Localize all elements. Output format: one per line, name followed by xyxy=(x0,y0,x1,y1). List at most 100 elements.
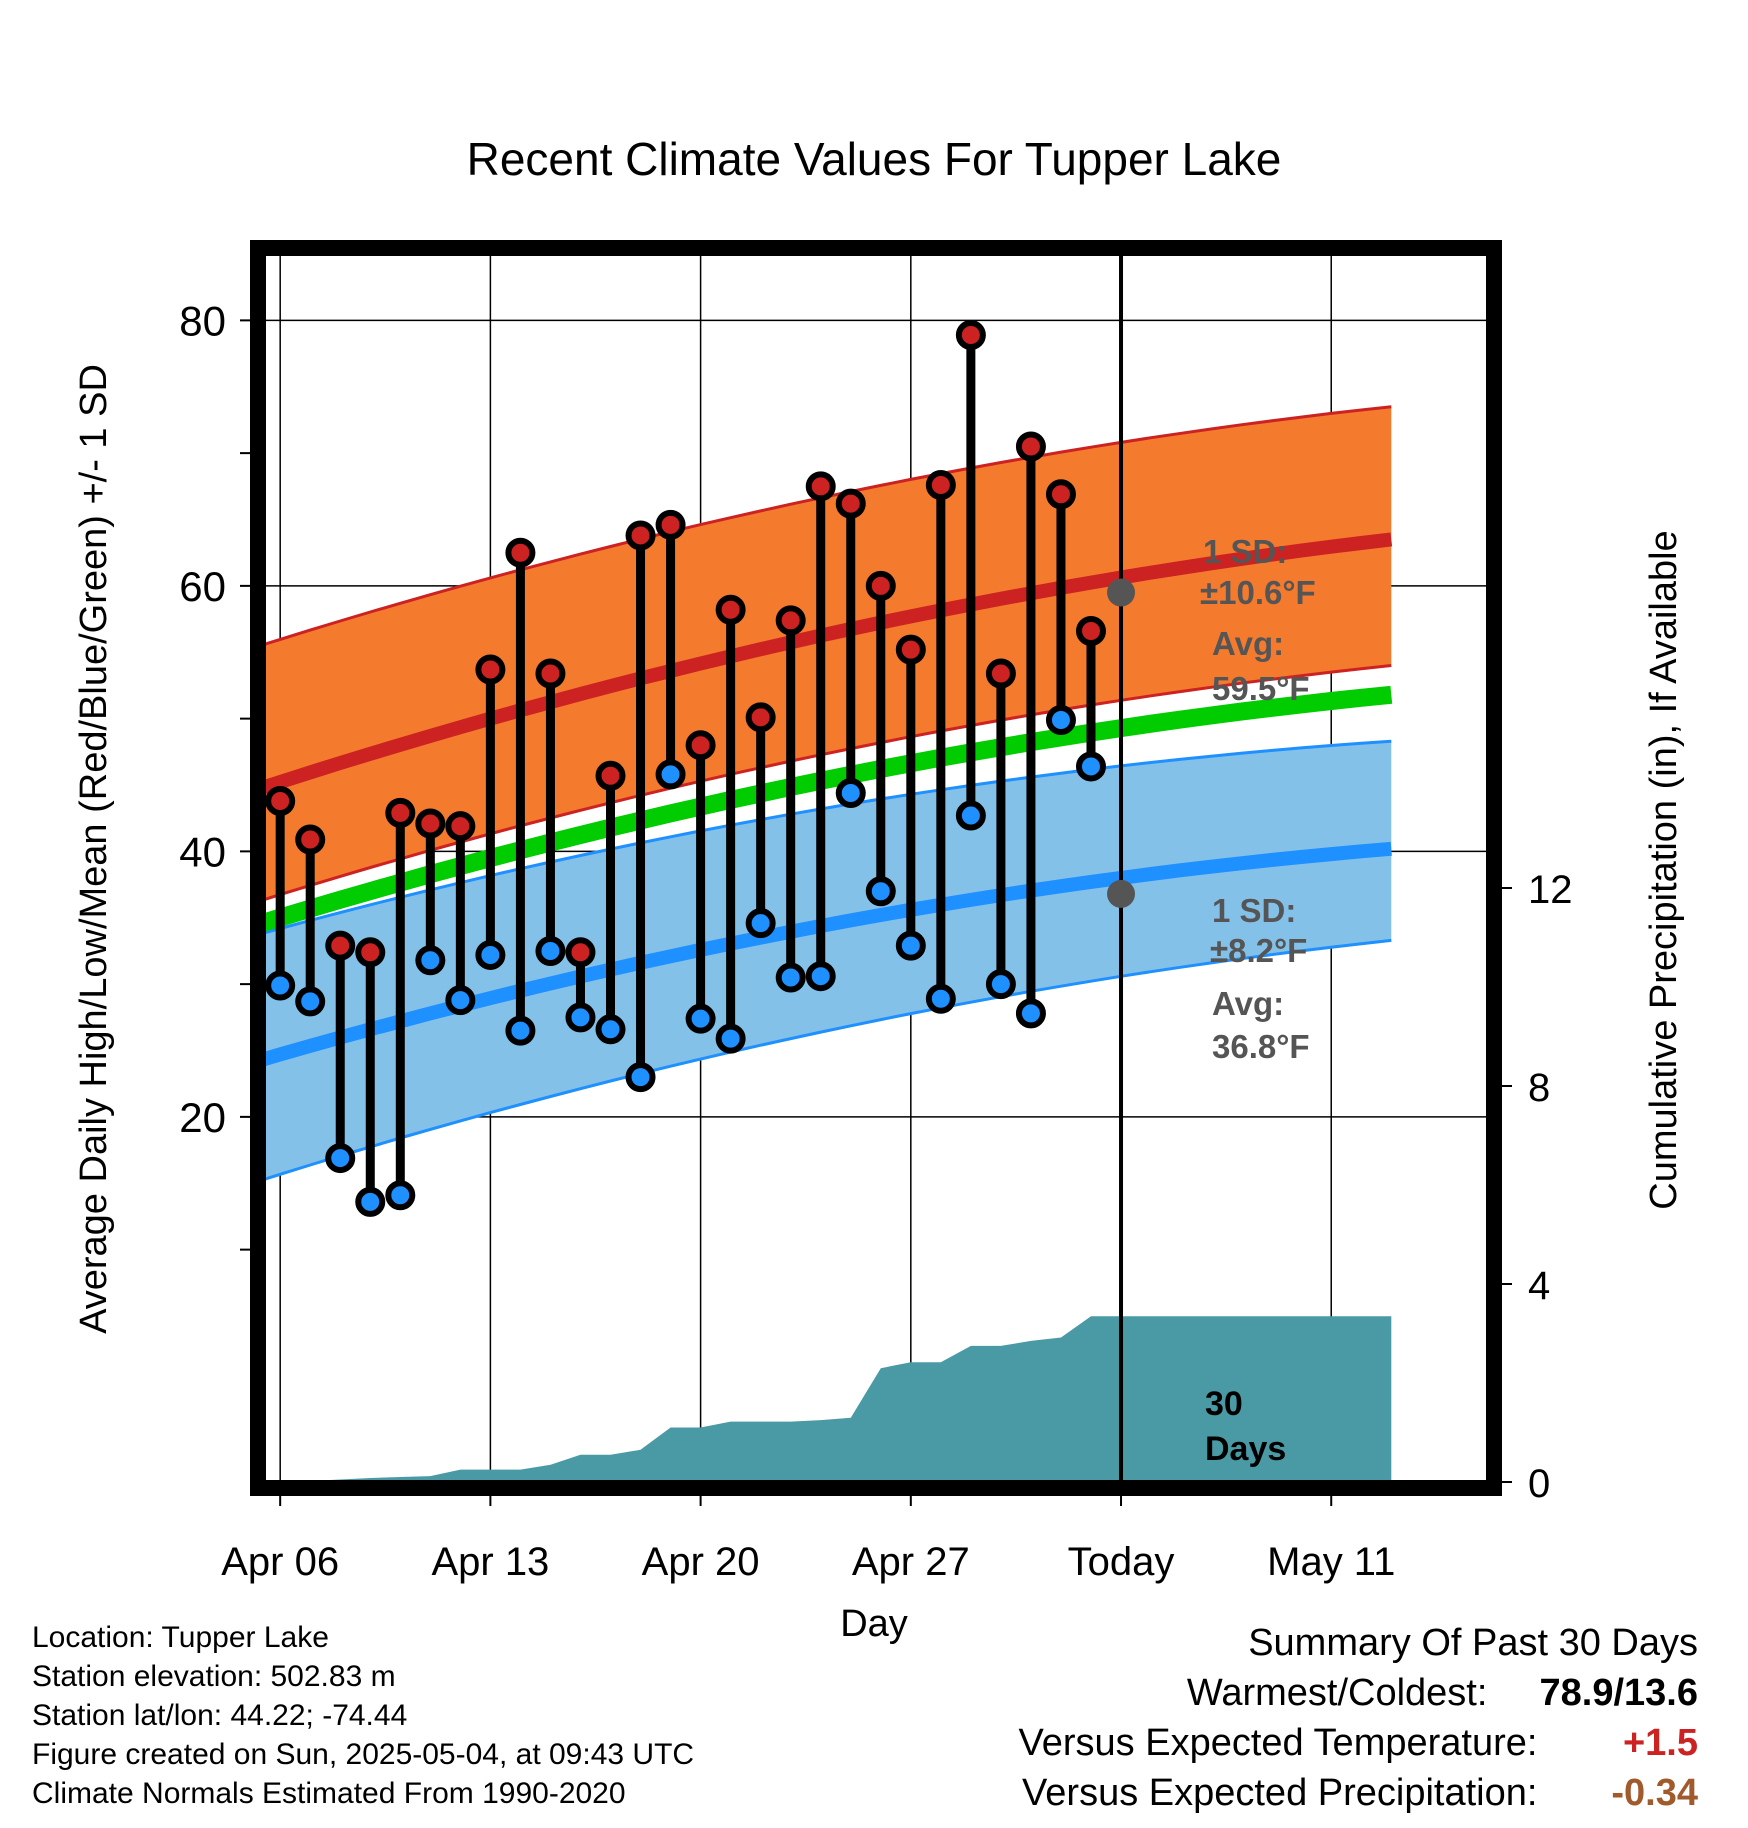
y2-tick-label: 0 xyxy=(1528,1462,1550,1506)
x-axis-label: Day xyxy=(840,1603,908,1645)
plot-frame xyxy=(250,240,1502,1496)
daily-high-point xyxy=(685,730,716,761)
daily-low-point xyxy=(955,800,986,831)
precip-anomaly-label: Versus Expected Precipitation: xyxy=(1022,1772,1538,1814)
high-avg-marker xyxy=(1107,578,1136,607)
daily-high-point xyxy=(265,785,296,816)
x-tick-label: May 11 xyxy=(1267,1540,1395,1584)
daily-high-point xyxy=(325,930,356,961)
daily-low-point xyxy=(208,970,232,994)
daily-high-point xyxy=(415,808,446,839)
daily-high-point xyxy=(865,570,896,601)
daily-low-point xyxy=(1045,704,1076,735)
daily-high-point xyxy=(1075,616,1106,647)
chart-title: Recent Climate Values For Tupper Lake xyxy=(467,133,1282,185)
plot-area xyxy=(208,254,1488,1482)
daily-high-point xyxy=(208,720,232,744)
station-info: Location: Tupper Lake Station elevation:… xyxy=(32,1618,694,1813)
summary-title: Summary Of Past 30 Days xyxy=(1248,1622,1698,1664)
daily-low-point xyxy=(355,1186,386,1217)
created-text: Figure created on Sun, 2025-05-04, at 09… xyxy=(32,1738,695,1771)
low-sd-value: ±8.2°F xyxy=(1210,932,1307,969)
daily-high-point xyxy=(745,702,776,733)
daily-high-point xyxy=(1045,479,1076,510)
period-unit: Days xyxy=(1205,1430,1286,1468)
y-axis-label: Average Daily High/Low/Mean (Red/Blue/Gr… xyxy=(73,364,115,1334)
period-number: 30 xyxy=(1205,1385,1243,1423)
daily-high-point xyxy=(985,658,1016,689)
temp-anomaly-label: Versus Expected Temperature: xyxy=(1018,1722,1538,1764)
daily-low-point xyxy=(655,759,686,790)
x-tick-label: Apr 06 xyxy=(221,1540,339,1584)
daily-high-point xyxy=(385,797,416,828)
daily-high-point xyxy=(895,634,926,665)
daily-low-point xyxy=(1015,998,1046,1029)
daily-high-point xyxy=(775,605,806,636)
daily-low-point xyxy=(775,962,806,993)
y-tick-label: 20 xyxy=(179,1094,226,1141)
low-sd-label: 1 SD: xyxy=(1212,892,1296,929)
annotations: 1 SD: ±10.6°F Avg: 59.5°F 1 SD: ±8.2°F A… xyxy=(1200,533,1316,1468)
y-tick-label: 60 xyxy=(179,563,226,610)
daily-high-point xyxy=(1015,431,1046,462)
x-tick-label: Apr 20 xyxy=(642,1540,760,1584)
daily-low-point xyxy=(865,876,896,907)
elevation-text: Station elevation: 502.83 m xyxy=(32,1660,396,1693)
daily-low-point xyxy=(415,945,446,976)
daily-low-point xyxy=(1075,751,1106,782)
daily-high-point xyxy=(355,937,386,968)
warmest-coldest-value: 78.9/13.6 xyxy=(1539,1672,1698,1714)
precip-anomaly-value: -0.34 xyxy=(1611,1772,1698,1814)
daily-low-point xyxy=(805,961,836,992)
daily-observations xyxy=(208,319,1106,1217)
daily-high-point xyxy=(505,537,536,568)
daily-high-point xyxy=(535,658,566,689)
daily-low-point xyxy=(445,985,476,1016)
high-sd-band xyxy=(264,406,1392,900)
daily-high-point xyxy=(805,471,836,502)
daily-high-point xyxy=(445,811,476,842)
daily-low-point xyxy=(505,1015,536,1046)
x-tick-label: Apr 13 xyxy=(431,1540,549,1584)
latlon-text: Station lat/lon: 44.22; -74.44 xyxy=(32,1699,408,1732)
low-lower-line xyxy=(264,938,1392,1182)
daily-low-point xyxy=(985,969,1016,1000)
y-tick-label: 40 xyxy=(179,828,226,875)
daily-low-point xyxy=(685,1003,716,1034)
low-avg-marker xyxy=(1107,879,1136,908)
x-tick-label: Apr 27 xyxy=(852,1540,970,1584)
daily-low-point xyxy=(565,1002,596,1033)
daily-low-point xyxy=(595,1014,626,1045)
y2-tick-label: 4 xyxy=(1528,1264,1550,1308)
low-avg-value: 36.8°F xyxy=(1212,1028,1310,1065)
precip-area xyxy=(264,1316,1392,1482)
daily-low-point xyxy=(715,1023,746,1054)
summary-warmest-coldest: Warmest/Coldest: 78.9/13.6 xyxy=(1019,1668,1698,1718)
y2-tick-label: 12 xyxy=(1528,868,1573,912)
y-tick-label: 80 xyxy=(179,297,226,344)
daily-high-point xyxy=(925,469,956,500)
daily-low-point xyxy=(745,908,776,939)
x-tick-label: Today xyxy=(1068,1540,1175,1584)
summary-temp: Versus Expected Temperature: +1.5 xyxy=(1019,1718,1698,1768)
high-upper-line xyxy=(264,405,1392,647)
temp-anomaly-value: +1.5 xyxy=(1622,1722,1698,1764)
location-text: Location: Tupper Lake xyxy=(32,1621,329,1654)
daily-low-point xyxy=(265,970,296,1001)
y2-axis-label: Cumulative Precipitation (in), If Availa… xyxy=(1643,530,1685,1209)
daily-low-point xyxy=(325,1143,356,1174)
daily-high-point xyxy=(295,824,326,855)
summary-panel: Summary Of Past 30 Days Warmest/Coldest:… xyxy=(1019,1618,1698,1818)
daily-low-point xyxy=(385,1180,416,1211)
y2-tick-label: 8 xyxy=(1528,1066,1550,1110)
summary-precip: Versus Expected Precipitation: -0.34 xyxy=(1019,1768,1698,1818)
daily-low-point xyxy=(295,986,326,1017)
axes: 20 40 60 80 0 4 8 12 Apr 06 Apr 13 Apr 20 Apr 27 Tod… xyxy=(179,240,1573,1584)
daily-high-point xyxy=(565,937,596,968)
daily-low-point xyxy=(925,983,956,1014)
daily-high-point xyxy=(655,509,686,540)
warmest-coldest-label: Warmest/Coldest: xyxy=(1186,1672,1488,1714)
daily-low-point xyxy=(895,930,926,961)
high-avg-value: 59.5°F xyxy=(1212,670,1310,707)
